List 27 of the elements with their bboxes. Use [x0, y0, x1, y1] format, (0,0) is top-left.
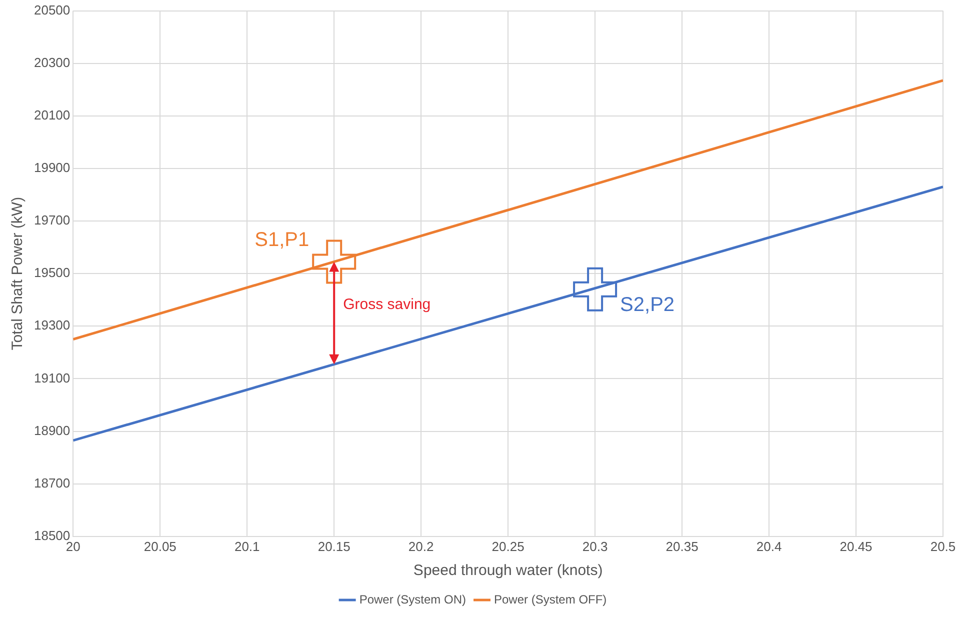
- y-tick-label: 20100: [34, 108, 70, 122]
- annotation: S1,P1: [254, 228, 310, 251]
- y-tick-label: 18900: [34, 422, 70, 438]
- y-tick-label: 18700: [34, 475, 70, 490]
- annotation: Gross saving: [343, 296, 431, 314]
- x-tick-label: 20.25: [492, 538, 524, 554]
- y-axis-title: Total Shaft Power (kW): [9, 196, 26, 350]
- y-tick-label: 19900: [34, 160, 70, 176]
- x-tick-label: 20.2: [408, 538, 434, 554]
- y-tick-label: 20300: [34, 54, 70, 70]
- x-tick-label: 20.05: [144, 538, 176, 554]
- y-tick-label: 19100: [34, 370, 70, 386]
- x-tick-label: 20.5: [930, 538, 956, 554]
- legend-label: Power (System ON): [359, 592, 466, 606]
- x-tick-label: 20.1: [234, 538, 260, 554]
- annotation: S2,P2: [620, 294, 675, 316]
- legend-label: Power (System OFF): [494, 592, 607, 606]
- y-tick-label: 19700: [34, 212, 70, 228]
- x-tick-label: 20.35: [666, 538, 698, 554]
- x-axis-title: Speed through water (knots): [413, 562, 603, 580]
- x-tick-label: 20.15: [318, 538, 350, 554]
- y-tick-label: 19300: [34, 318, 70, 333]
- y-tick-label: 20500: [34, 2, 70, 18]
- x-tick-label: 20.3: [582, 538, 608, 554]
- x-tick-label: 20.45: [840, 538, 872, 554]
- x-tick-label: 20.4: [756, 538, 782, 554]
- y-tick-label: 19500: [34, 265, 70, 280]
